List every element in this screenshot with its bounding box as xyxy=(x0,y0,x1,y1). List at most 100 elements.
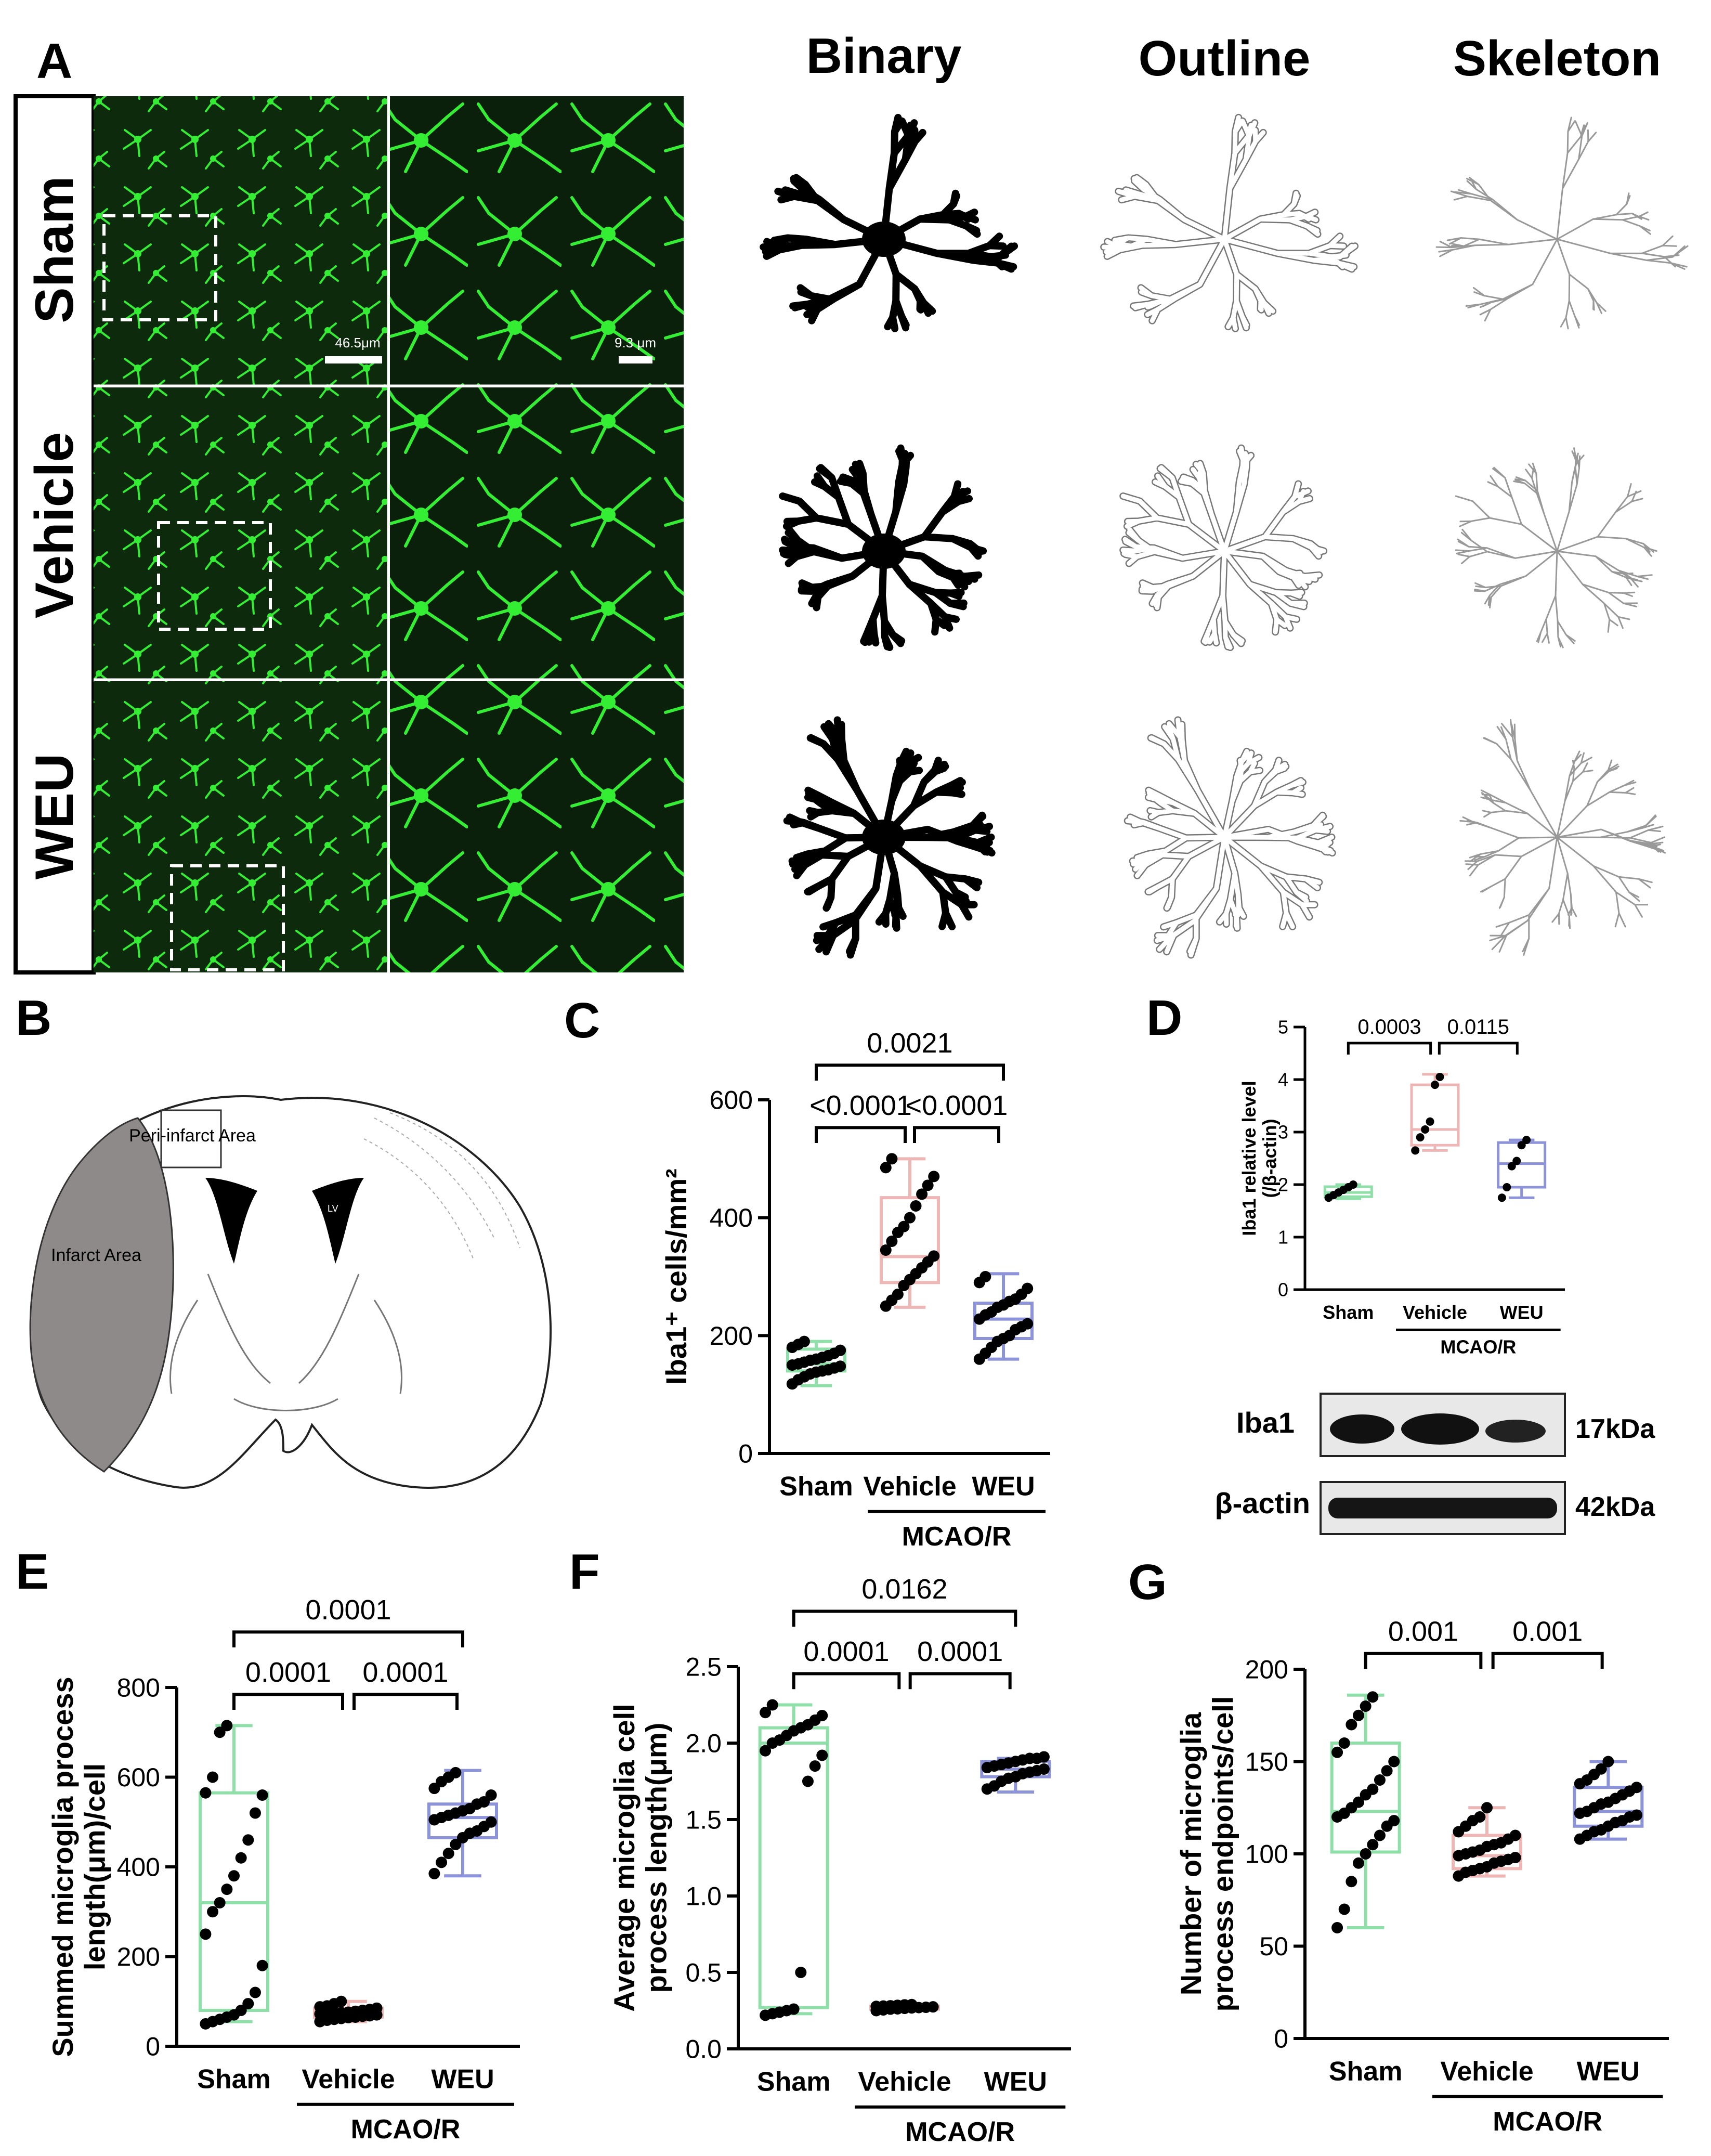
data-point xyxy=(1411,1146,1420,1155)
western-blot: Iba1 17kDa β-actin 42kDa xyxy=(1214,1393,1655,1535)
y-axis-label: Iba1 relative level xyxy=(1238,1081,1260,1236)
data-point xyxy=(1367,1839,1379,1851)
category-label: Sham xyxy=(197,2064,271,2095)
data-point xyxy=(1367,1783,1379,1795)
y-tick-label: 2.0 xyxy=(685,1729,722,1758)
group-label: MCAO/R xyxy=(902,1522,1012,1552)
y-tick-label: 1 xyxy=(1278,1227,1288,1248)
y-tick-label: 2.5 xyxy=(685,1653,722,1682)
row-label-sham: Sham xyxy=(24,176,85,323)
data-point xyxy=(1630,1782,1642,1794)
y-axis-label: Average microglia cell xyxy=(608,1704,641,2011)
data-point xyxy=(802,1775,814,1787)
significance-label: <0.0001 xyxy=(809,1090,912,1121)
data-point xyxy=(221,1884,233,1895)
data-point xyxy=(242,1998,254,2010)
data-point xyxy=(478,1796,490,1808)
micrograph-sham-low xyxy=(94,96,387,385)
data-point xyxy=(979,1271,991,1282)
data-point xyxy=(816,1710,828,1722)
y-axis-label: Iba1⁺ cells/mm² xyxy=(660,1168,693,1385)
data-point xyxy=(1630,1809,1642,1821)
category-label: WEU xyxy=(431,2064,494,2095)
peri-infarct-label: Peri-infarct Area xyxy=(129,1126,256,1146)
outline-cell-inner-1 xyxy=(1101,115,1357,331)
data-point xyxy=(1338,1903,1350,1915)
y-tick-label: 150 xyxy=(1245,1747,1288,1776)
panel-b-label: B xyxy=(16,990,51,1046)
data-point xyxy=(1388,1756,1400,1768)
significance-label: 0.0001 xyxy=(803,1636,889,1667)
significance-bracket xyxy=(1347,1042,1432,1055)
data-point xyxy=(207,1906,219,1918)
data-point xyxy=(1509,1829,1521,1841)
data-point xyxy=(766,1699,778,1711)
data-point xyxy=(1595,1763,1607,1775)
data-point xyxy=(834,1360,846,1372)
blot-label-iba1: Iba1 xyxy=(1236,1406,1295,1439)
significance-label: 0.0001 xyxy=(362,1657,448,1688)
data-point xyxy=(760,1745,772,1757)
category-label: Sham xyxy=(779,1472,853,1502)
chart-c: 0 200 400 600 Iba1⁺ cells/mm² Sham Vehicle WEU M… xyxy=(660,1028,1050,1552)
data-point xyxy=(1346,1719,1357,1731)
y-tick-label: 3 xyxy=(1278,1122,1288,1143)
panel-f-label: F xyxy=(569,1544,600,1600)
binary-cell-1 xyxy=(760,113,1018,332)
y-tick-label: 0 xyxy=(738,1439,753,1469)
binary-soma-1 xyxy=(862,222,906,257)
lateral-ventricle-left xyxy=(205,1178,257,1264)
data-point xyxy=(1509,1852,1521,1864)
category-label: Vehicle xyxy=(302,2064,395,2095)
category-label: WEU xyxy=(1500,1302,1544,1323)
data-point xyxy=(1360,1848,1372,1860)
data-point xyxy=(1602,1756,1614,1768)
data-point xyxy=(436,1856,448,1868)
data-point xyxy=(834,1344,846,1356)
brain-section-diagram: Infarct Area Peri-infarct Area LV xyxy=(29,1095,552,1489)
micrograph-vehicle-low xyxy=(94,387,387,679)
data-point xyxy=(335,1995,347,2007)
data-point xyxy=(1038,1763,1050,1775)
y-tick-label: 400 xyxy=(710,1203,753,1232)
y-tick-label: 0 xyxy=(1274,2024,1288,2054)
significance-label: 0.0001 xyxy=(305,1594,391,1626)
significance-bracket xyxy=(913,1126,1000,1144)
y-axis-label-2: (/β-actin) xyxy=(1259,1119,1281,1198)
infarct-label: Infarct Area xyxy=(51,1245,141,1265)
category-label: Vehicle xyxy=(858,2067,951,2097)
data-point xyxy=(880,1162,892,1174)
data-point xyxy=(1022,1282,1034,1294)
scalebar-high xyxy=(619,356,652,363)
data-point xyxy=(1360,1700,1372,1712)
data-point xyxy=(1512,1157,1521,1165)
data-point xyxy=(235,2005,247,2016)
y-tick-label: 600 xyxy=(117,1763,160,1792)
data-point xyxy=(1416,1133,1425,1142)
y-tick-label: 2 xyxy=(1278,1174,1288,1196)
y-tick-label: 50 xyxy=(1259,1932,1288,1961)
group-label: MCAO/R xyxy=(905,2117,1015,2147)
data-point xyxy=(927,2001,939,2013)
data-point xyxy=(249,1807,261,1819)
scalebar-high-label: 9.3 μm xyxy=(615,335,656,350)
data-point xyxy=(1022,1318,1034,1330)
significance-label: 0.0003 xyxy=(1357,1016,1421,1038)
y-axis-label-2: process length(μm) xyxy=(640,1723,673,1993)
data-point xyxy=(880,1244,892,1256)
infarct-area xyxy=(29,1117,174,1473)
binary-soma-2 xyxy=(862,534,906,569)
column-header-outline: Outline xyxy=(1139,31,1311,86)
significance-label: 0.0001 xyxy=(917,1636,1003,1667)
data-point xyxy=(904,1212,916,1224)
data-point xyxy=(1522,1136,1531,1145)
chart-f: 0.0 0.5 1.0 1.5 2.0 2.5 Average microglia cell… xyxy=(608,1574,1071,2147)
data-point xyxy=(256,1959,268,1971)
data-point xyxy=(1435,1072,1444,1081)
lv-label: LV xyxy=(328,1203,338,1214)
y-axis-label: Number of microglia xyxy=(1174,1712,1207,1995)
significance-label: 0.0021 xyxy=(867,1028,952,1059)
column-header-binary: Binary xyxy=(806,28,962,84)
